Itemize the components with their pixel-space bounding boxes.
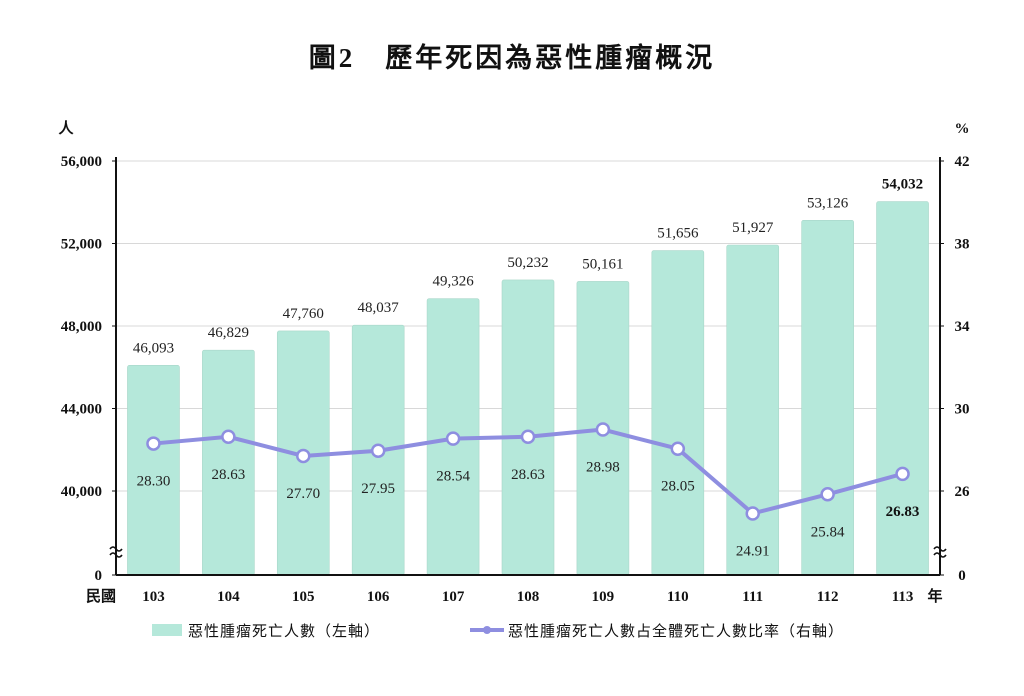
left-axis-unit: 人 xyxy=(58,120,74,137)
right-tick-label: 38 xyxy=(955,237,970,253)
ratio-label: 28.98 xyxy=(586,460,620,476)
ratio-point-108 xyxy=(520,429,536,445)
bar-110 xyxy=(651,250,705,576)
ratio-point-105 xyxy=(296,448,311,464)
bar-label: 48,037 xyxy=(358,300,400,316)
ratio-point-110 xyxy=(670,441,686,456)
ratio-label: 28.54 xyxy=(436,469,470,485)
right-tick-label: 26 xyxy=(955,484,971,500)
bar-label: 50,232 xyxy=(507,255,548,271)
right-axis-unit: % xyxy=(955,121,970,137)
bar-112 xyxy=(801,219,854,576)
left-tick-label: 40,000 xyxy=(61,484,102,500)
ratio-point-106 xyxy=(370,443,386,459)
legend-bar-swatch xyxy=(152,624,182,636)
ratio-point-109 xyxy=(595,422,611,437)
right-tick-label: 30 xyxy=(955,402,970,418)
x-tick-label: 110 xyxy=(667,589,689,605)
left-tick-label: 44,000 xyxy=(61,402,102,418)
x-tick-label: 103 xyxy=(142,589,165,605)
left-tick-label: 48,000 xyxy=(61,319,102,335)
bar-label: 53,126 xyxy=(807,195,849,211)
x-tick-label: 113 xyxy=(892,589,914,605)
ratio-label: 24.91 xyxy=(736,543,770,559)
right-tick-label: 0 xyxy=(958,568,966,584)
ratio-point-112 xyxy=(820,487,835,502)
ratio-label: 28.63 xyxy=(211,467,245,483)
bar-label: 54,032 xyxy=(882,177,923,193)
bar-label: 47,760 xyxy=(283,306,324,322)
bar-label: 46,093 xyxy=(133,340,174,356)
axis-break-icon xyxy=(933,546,947,558)
bar-104 xyxy=(202,349,255,576)
x-axis-suffix: 年 xyxy=(927,587,942,605)
axis-break-icon xyxy=(109,546,123,558)
left-tick-label: 52,000 xyxy=(61,237,102,253)
x-tick-label: 112 xyxy=(817,589,839,605)
ratio-point-111 xyxy=(745,506,760,521)
ratio-point-103 xyxy=(146,436,161,451)
x-tick-label: 105 xyxy=(292,589,315,605)
ratio-label: 27.95 xyxy=(361,481,395,497)
chart-title: 圖2 歷年死因為惡性腫瘤概況 xyxy=(308,43,716,73)
bar-108 xyxy=(501,279,555,576)
x-tick-label: 108 xyxy=(517,589,540,605)
ratio-label: 28.63 xyxy=(511,467,545,483)
ratio-label: 28.30 xyxy=(137,474,171,490)
right-tick-label: 34 xyxy=(955,319,971,335)
bar-label: 51,656 xyxy=(657,226,699,242)
ratio-point-113 xyxy=(895,466,910,482)
bar-111 xyxy=(726,244,780,576)
bar-103 xyxy=(127,365,180,576)
x-axis-prefix: 民國 xyxy=(86,588,116,605)
ratio-point-104 xyxy=(221,429,236,445)
bar-label: 49,326 xyxy=(432,274,474,290)
ratio-label: 28.05 xyxy=(661,479,695,495)
left-tick-label: 0 xyxy=(95,568,103,584)
ratio-label: 27.70 xyxy=(286,486,320,502)
x-tick-label: 106 xyxy=(367,589,390,605)
x-tick-label: 111 xyxy=(742,589,763,605)
bar-label: 51,927 xyxy=(732,220,774,236)
x-tick-label: 109 xyxy=(592,589,615,605)
ratio-label: 25.84 xyxy=(811,524,845,540)
right-tick-label: 42 xyxy=(955,154,970,170)
ratio-label: 26.83 xyxy=(886,504,920,520)
x-tick-label: 107 xyxy=(442,589,465,605)
legend-line-marker xyxy=(483,626,491,634)
bar-label: 50,161 xyxy=(582,256,623,272)
legend-bar-label: 惡性腫瘤死亡人數（左軸） xyxy=(188,623,380,640)
left-tick-label: 56,000 xyxy=(61,154,102,170)
legend-line-label: 惡性腫瘤死亡人數占全體死亡人數比率（右軸） xyxy=(508,622,844,640)
x-tick-label: 104 xyxy=(217,589,240,605)
bar-label: 46,829 xyxy=(208,325,249,341)
ratio-point-107 xyxy=(445,431,461,446)
